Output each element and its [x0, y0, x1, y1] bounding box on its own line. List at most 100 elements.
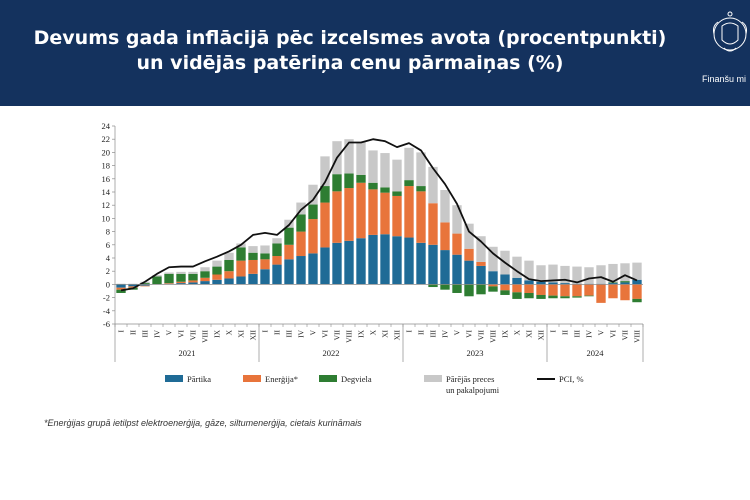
- bar-segment: [152, 276, 162, 285]
- legend-swatch: [319, 375, 337, 382]
- legend-swatch: [243, 375, 261, 382]
- bar-segment: [224, 252, 234, 260]
- bar-segment: [200, 277, 210, 282]
- bar-segment: [596, 265, 606, 284]
- bar-segment: [212, 266, 222, 275]
- bar-segment: [260, 245, 270, 254]
- chart-title-line-1: Devums gada inflācijā pēc izcelsmes avot…: [33, 27, 667, 49]
- bar-segment: [332, 191, 342, 243]
- bar-segment: [524, 280, 534, 285]
- bar-series: [116, 139, 642, 303]
- bar-segment: [176, 273, 186, 282]
- bar-segment: [308, 204, 318, 220]
- x-tick-label: IX: [501, 329, 510, 337]
- x-tick-label: X: [513, 329, 522, 335]
- y-tick-label: 2: [106, 266, 110, 276]
- bar-segment: [536, 281, 546, 285]
- bar-segment: [560, 284, 570, 297]
- bar-segment: [308, 219, 318, 254]
- x-tick-label: XII: [249, 330, 258, 341]
- bar-segment: [296, 231, 306, 257]
- bar-segment: [608, 282, 618, 284]
- x-tick-label: VII: [621, 330, 630, 341]
- x-tick-label: IV: [585, 329, 594, 337]
- bar-segment: [512, 284, 522, 293]
- x-tick-label: XI: [237, 330, 246, 338]
- bar-segment: [452, 284, 462, 293]
- bar-segment: [428, 166, 438, 204]
- bar-segment: [464, 260, 474, 285]
- x-tick-label: VIII: [633, 330, 642, 343]
- bar-segment: [512, 292, 522, 299]
- bar-segment: [488, 284, 498, 287]
- x-tick-label: VIII: [489, 330, 498, 343]
- bar-segment: [632, 279, 642, 285]
- bar-segment: [224, 271, 234, 279]
- bar-segment: [620, 284, 630, 301]
- x-tick-label: XII: [537, 330, 546, 341]
- bar-segment: [236, 260, 246, 277]
- bar-segment: [164, 272, 174, 274]
- x-tick-label: IV: [153, 329, 162, 337]
- bar-segment: [140, 284, 150, 286]
- bar-segment: [368, 150, 378, 183]
- bar-segment: [476, 261, 486, 266]
- bar-segment: [584, 284, 594, 296]
- bar-segment: [440, 250, 450, 285]
- y-tick-label: 16: [102, 174, 111, 184]
- bar-segment: [476, 236, 486, 262]
- y-tick-label: 0: [106, 279, 110, 289]
- x-tick-label: VII: [189, 330, 198, 341]
- bar-segment: [356, 182, 366, 239]
- bar-segment: [200, 267, 210, 272]
- x-tick-label: III: [573, 330, 582, 338]
- bar-segment: [392, 191, 402, 196]
- bar-segment: [452, 254, 462, 285]
- bar-segment: [260, 253, 270, 260]
- bar-segment: [620, 263, 630, 282]
- bar-segment: [404, 237, 414, 285]
- bar-segment: [416, 242, 426, 285]
- bar-segment: [464, 223, 474, 249]
- x-tick-label: IX: [357, 329, 366, 337]
- bar-segment: [236, 276, 246, 285]
- y-tick-label: 6: [106, 240, 110, 250]
- pci-line-series: [120, 138, 638, 292]
- bar-segment: [116, 284, 126, 288]
- bar-segment: [200, 271, 210, 278]
- x-tick-label: V: [165, 329, 174, 335]
- y-tick-label: -4: [103, 306, 111, 316]
- header-banner: Devums gada inflācijā pēc izcelsmes avot…: [0, 0, 750, 106]
- bar-segment: [536, 284, 546, 295]
- bar-segment: [248, 252, 258, 260]
- legend-label: PCI, %: [559, 374, 584, 384]
- y-tick-label: 22: [102, 134, 111, 144]
- legend-label: Degviela: [341, 374, 372, 384]
- bar-segment: [392, 195, 402, 237]
- bar-segment: [608, 284, 618, 299]
- bar-segment: [176, 271, 186, 274]
- bar-segment: [212, 279, 222, 285]
- bar-segment: [200, 281, 210, 285]
- bar-segment: [188, 271, 198, 274]
- bar-segment: [632, 298, 642, 303]
- bar-segment: [140, 285, 150, 287]
- x-tick-label: VI: [177, 330, 186, 338]
- y-tick-label: 8: [106, 227, 110, 237]
- bar-segment: [500, 290, 510, 295]
- x-axis: I II III IV V VI VII VIII IX X XI XII I II III IV V VI VII…: [114, 284, 644, 362]
- bar-segment: [176, 281, 186, 284]
- bar-segment: [296, 214, 306, 232]
- bar-segment: [428, 244, 438, 285]
- bar-segment: [524, 260, 534, 281]
- bar-segment: [476, 265, 486, 285]
- x-tick-label: V: [597, 329, 606, 335]
- bar-segment: [500, 284, 510, 291]
- x-tick-label: XI: [381, 330, 390, 338]
- bar-segment: [524, 284, 534, 293]
- bar-segment: [116, 289, 126, 293]
- bar-segment: [344, 188, 354, 241]
- bar-segment: [296, 256, 306, 285]
- bar-segment: [380, 192, 390, 235]
- bar-segment: [152, 275, 162, 277]
